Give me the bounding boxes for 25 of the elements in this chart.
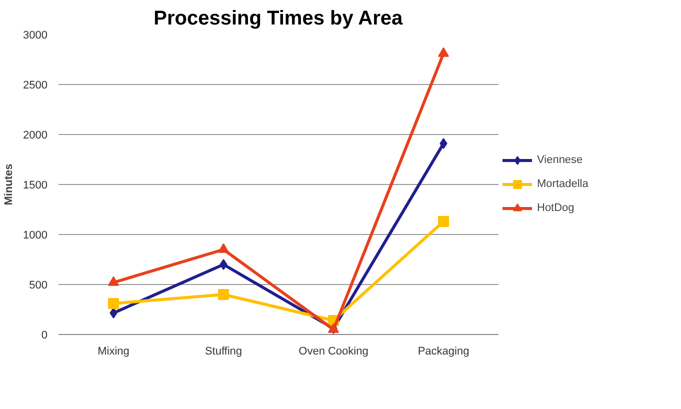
chart-title: Processing Times by Area — [154, 8, 404, 30]
point — [218, 289, 229, 300]
x-tick-label: Stuffing — [204, 346, 242, 358]
x-tick-label: Packaging — [418, 346, 470, 358]
point — [108, 276, 119, 286]
point — [220, 259, 228, 270]
y-tick-label: 1500 — [23, 180, 48, 192]
point — [440, 138, 448, 149]
point — [438, 47, 449, 57]
x-tick-label: Mixing — [98, 346, 130, 358]
point — [110, 308, 118, 318]
y-tick-label: 2500 — [23, 80, 48, 92]
point — [218, 243, 229, 253]
legend-label: Viennese — [537, 154, 583, 166]
y-tick-label: 0 — [41, 330, 48, 342]
y-tick-label: 1000 — [23, 230, 48, 242]
legend-label: Mortadella — [537, 178, 588, 190]
y-axis-title: Minutes — [3, 164, 16, 206]
y-tick-label: 3000 — [23, 30, 48, 42]
y-tick-label: 2000 — [23, 130, 48, 142]
x-tick-label: Oven Cooking — [298, 346, 368, 358]
y-tick-label: 500 — [29, 280, 48, 292]
point — [438, 216, 449, 227]
point — [108, 298, 119, 309]
legend-label: HotDog — [537, 202, 574, 214]
